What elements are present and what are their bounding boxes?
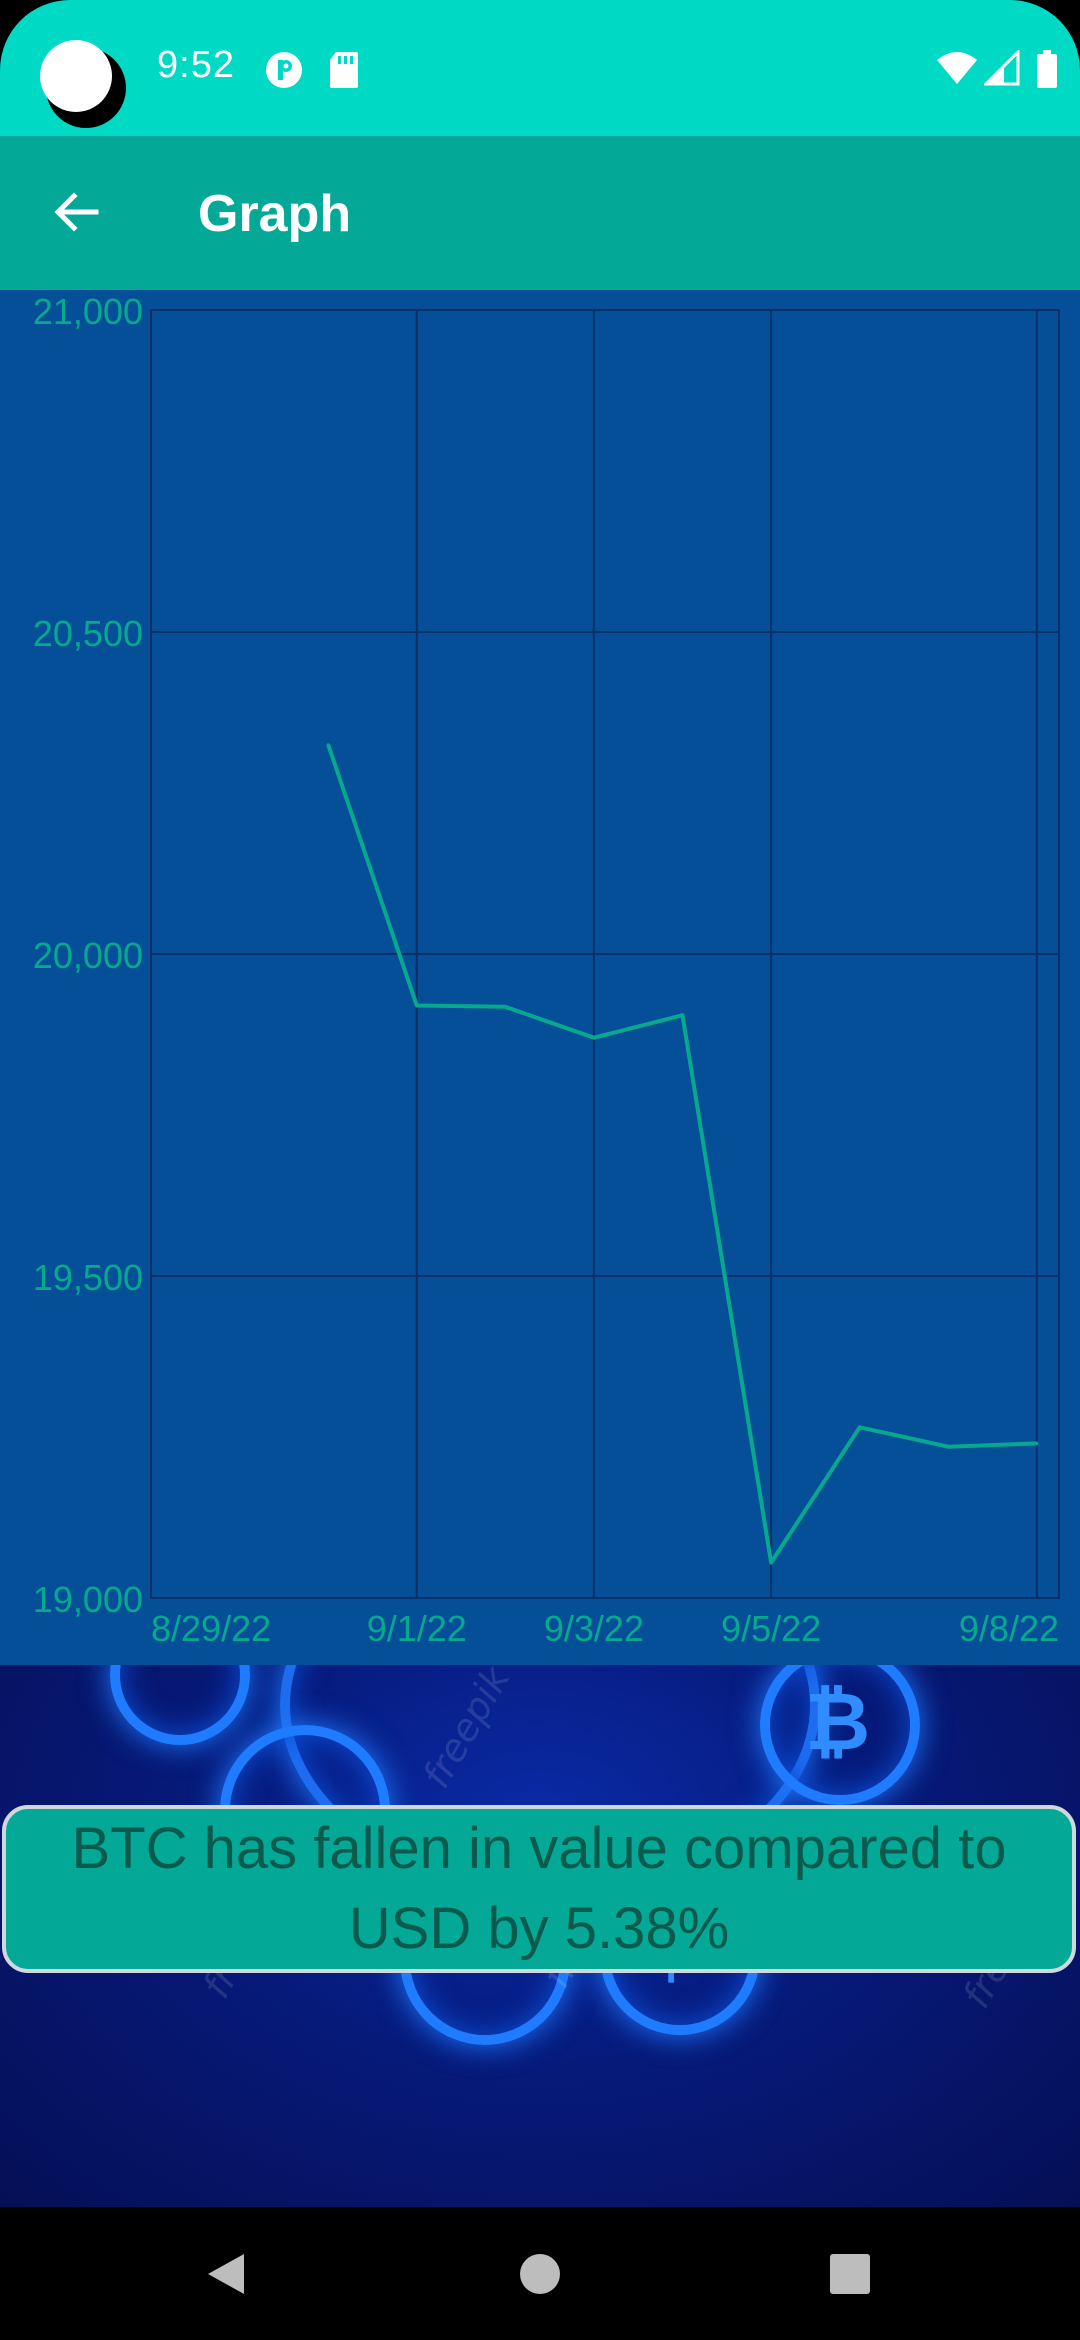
nav-recents-icon xyxy=(830,2253,870,2294)
data-point xyxy=(326,743,330,747)
data-point xyxy=(1035,1441,1039,1445)
battery-icon xyxy=(1037,50,1057,88)
page-title: Graph xyxy=(198,185,352,243)
nav-recents-button[interactable] xyxy=(790,2207,910,2340)
navigation-bar xyxy=(0,2207,1080,2340)
result-message-box: BTC has fallen in value compared to USD … xyxy=(2,1805,1076,1973)
result-message: BTC has fallen in value compared to USD … xyxy=(71,1816,1007,1961)
data-point xyxy=(415,1004,419,1008)
status-bar: 9:52 xyxy=(0,0,1080,136)
data-point xyxy=(858,1425,862,1429)
data-point xyxy=(592,1036,596,1040)
data-point xyxy=(681,1013,685,1017)
back-button[interactable] xyxy=(30,166,122,258)
nav-home-icon xyxy=(520,2253,560,2294)
wifi-icon xyxy=(937,52,977,84)
x-tick-label: 8/29/22 xyxy=(151,1608,271,1649)
y-tick-label: 19,500 xyxy=(33,1257,143,1298)
bitcoin-symbol-icon: ₿ xyxy=(805,1675,871,1768)
x-tick-label: 9/8/22 xyxy=(959,1608,1059,1649)
cell-signal-icon xyxy=(984,50,1020,86)
data-point xyxy=(946,1445,950,1449)
y-tick-label: 21,000 xyxy=(33,291,143,332)
camera-cutout-icon xyxy=(40,40,126,128)
price-chart: 19,000 19,500 20,000 20,500 21,000 8/29/22 9/1… xyxy=(33,291,1060,1649)
series-line xyxy=(326,744,1037,1565)
data-point xyxy=(503,1005,507,1009)
chart-area: 19,000 19,500 20,000 20,500 21,000 8/29/22 9/1… xyxy=(0,290,1080,1665)
nav-back-icon xyxy=(208,2253,244,2294)
y-tick-label: 20,500 xyxy=(33,613,143,654)
x-tick-label: 9/5/22 xyxy=(721,1608,821,1649)
sd-card-icon xyxy=(330,52,358,88)
shield-p-icon xyxy=(266,52,302,88)
status-time: 9:52 xyxy=(157,44,235,86)
arrow-back-icon xyxy=(54,192,99,232)
app-bar: Graph xyxy=(0,136,1080,290)
x-tick-label: 9/1/22 xyxy=(367,1608,467,1649)
coin-decoration xyxy=(110,1665,250,1745)
y-tick-label: 20,000 xyxy=(33,935,143,976)
nav-back-button[interactable] xyxy=(166,2207,286,2340)
x-tick-label: 9/3/22 xyxy=(544,1608,644,1649)
y-tick-label: 19,000 xyxy=(33,1579,143,1620)
nav-home-button[interactable] xyxy=(480,2207,600,2340)
data-point xyxy=(769,1561,773,1565)
coin-decoration xyxy=(760,1665,920,1805)
